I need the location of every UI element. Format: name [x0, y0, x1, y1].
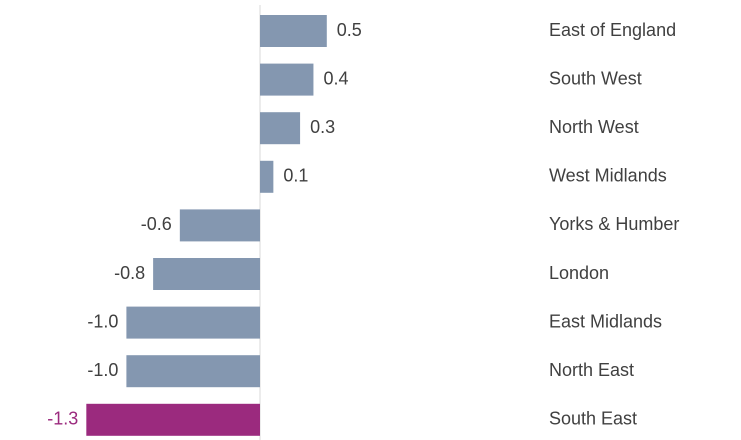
value-label: -0.6 — [141, 214, 172, 234]
bar — [260, 160, 274, 193]
value-label: 0.5 — [337, 20, 362, 40]
value-label: -1.0 — [87, 360, 118, 380]
bar — [126, 355, 261, 388]
category-label: South West — [549, 68, 642, 88]
category-label: North East — [549, 360, 634, 380]
category-label: North West — [549, 117, 639, 137]
bar — [179, 209, 260, 242]
bar — [153, 258, 260, 290]
value-label: 0.4 — [323, 68, 348, 88]
category-label: East Midlands — [549, 311, 662, 331]
value-label: 0.1 — [283, 166, 308, 186]
category-label: South East — [549, 409, 637, 429]
value-label: -1.3 — [47, 409, 78, 429]
bar — [126, 306, 261, 339]
bar — [260, 15, 327, 47]
bar — [260, 63, 314, 96]
category-label: West Midlands — [549, 166, 667, 186]
value-label: -0.8 — [114, 263, 145, 283]
bar — [86, 403, 260, 436]
value-label: -1.0 — [87, 311, 118, 331]
category-label: London — [549, 263, 609, 283]
category-label: Yorks & Humber — [549, 214, 679, 234]
bar — [260, 112, 301, 145]
value-label: 0.3 — [310, 117, 335, 137]
category-label: East of England — [549, 20, 676, 40]
